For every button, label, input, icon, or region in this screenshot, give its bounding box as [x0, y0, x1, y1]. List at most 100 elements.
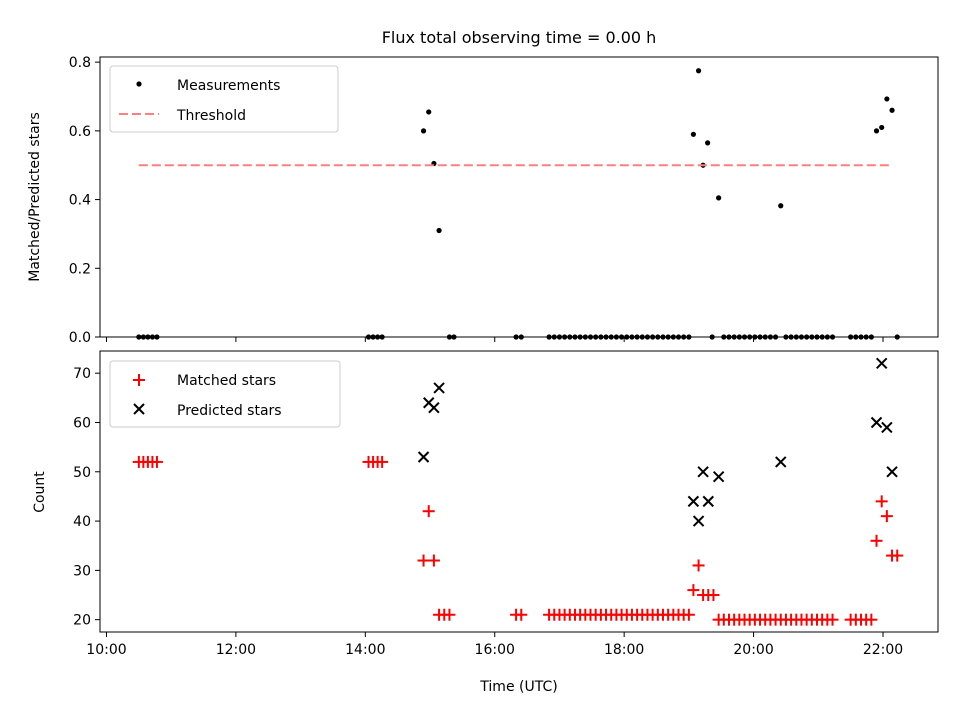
bottom-legend: Matched stars Predicted stars	[109, 360, 341, 428]
measurement-point	[709, 334, 715, 340]
matched-star-marker	[443, 608, 456, 621]
bottom-y-tick-label: 50	[73, 465, 91, 481]
measurement-point	[804, 334, 810, 340]
bottom-axes: 10:00 12:00 14:00 16:00 18:00 20:00 22:00 20 30 4…	[32, 350, 939, 695]
bottom-axis-ticks: 10:00 12:00 14:00 16:00 18:00 20:00 22:00 20 30 4…	[73, 366, 903, 658]
measurement-point	[778, 203, 784, 209]
legend-predicted-marker	[133, 403, 145, 415]
legend-measurements-marker	[136, 81, 142, 87]
measurement-point	[629, 334, 635, 340]
measurement-point	[705, 140, 711, 146]
measurement-point	[848, 334, 854, 340]
measurement-point	[562, 334, 568, 340]
measurement-point	[690, 131, 696, 137]
matched-star-marker	[150, 455, 163, 468]
measurement-point	[824, 334, 830, 340]
legend-measurements-label: Measurements	[177, 78, 280, 94]
top-plot-area	[136, 68, 900, 340]
bottom-legend-box	[109, 360, 341, 428]
measurement-point	[426, 109, 432, 115]
measurement-point	[889, 107, 895, 113]
measurement-point	[650, 334, 656, 340]
measurement-point	[613, 334, 619, 340]
measurement-point	[670, 334, 676, 340]
measurement-point	[731, 334, 737, 340]
top-y-tick-label: 0.8	[69, 55, 91, 71]
measurement-point	[551, 334, 557, 340]
measurement-point	[660, 334, 666, 340]
measurement-point	[788, 334, 794, 340]
matched-star-marker	[880, 510, 893, 523]
top-y-tick-label: 0.4	[69, 193, 91, 209]
legend-predicted-label: Predicted stars	[177, 403, 282, 419]
measurement-point	[675, 334, 682, 340]
measurement-point	[420, 128, 427, 134]
predicted-star-marker	[881, 421, 893, 434]
measurement-point	[853, 334, 859, 340]
matched-star-marker	[891, 549, 904, 562]
matched-star-marker	[865, 613, 878, 626]
measurement-point	[634, 334, 640, 340]
measurement-point	[695, 68, 702, 74]
measurement-point	[577, 334, 583, 340]
x-tick-label: 14:00	[345, 642, 385, 658]
measurement-point	[375, 334, 381, 340]
measurement-point	[767, 334, 774, 340]
measurement-point	[644, 334, 651, 340]
top-legend-box	[109, 65, 339, 133]
measurement-point	[556, 334, 563, 340]
measurement-point	[140, 334, 146, 340]
measurement-point	[762, 334, 768, 340]
predicted-star-marker	[687, 495, 700, 508]
measurement-point	[858, 334, 864, 340]
top-y-tick-label: 0.6	[69, 124, 91, 140]
measurement-point	[593, 334, 599, 340]
predicted-star-marker	[775, 456, 787, 468]
matched-star-marker	[417, 554, 430, 567]
predicted-star-marker	[692, 515, 705, 527]
measurement-point	[686, 334, 692, 340]
measurement-point	[451, 334, 457, 340]
measurement-point	[783, 334, 789, 340]
matched-star-marker	[875, 495, 888, 508]
measurement-point	[868, 334, 874, 340]
measurement-point	[814, 334, 820, 340]
x-tick-label: 22:00	[863, 642, 903, 658]
predicted-star-marker	[428, 401, 440, 414]
measurement-point	[608, 334, 614, 340]
predicted-star-marker	[886, 466, 898, 478]
bottom-axes-frame	[99, 350, 939, 633]
x-tick-label: 20:00	[733, 642, 773, 658]
top-y-tick-label: 0.0	[69, 330, 91, 346]
top-y-axis-label: Matched/Predicted stars	[27, 112, 43, 282]
measurement-point	[681, 334, 687, 340]
measurement-point	[587, 334, 594, 340]
matched-star-marker	[687, 584, 700, 597]
x-tick-label: 18:00	[604, 642, 644, 658]
measurement-point	[618, 334, 625, 340]
measurement-point	[149, 334, 156, 340]
predicted-star-marker	[870, 416, 883, 429]
x-tick-label: 10:00	[86, 642, 126, 658]
measurement-point	[154, 334, 160, 340]
matched-star-marker	[826, 613, 839, 626]
measurement-point	[747, 334, 753, 340]
matched-star-marker	[515, 608, 528, 621]
matched-star-marker	[422, 505, 435, 518]
predicted-star-marker	[875, 357, 888, 370]
x-tick-label: 12:00	[216, 642, 256, 658]
bottom-y-axis-label: Count	[32, 471, 48, 513]
measurement-point	[798, 334, 805, 340]
legend-matched-marker	[133, 374, 145, 386]
legend-threshold-label: Threshold	[176, 108, 246, 124]
measurement-point	[726, 334, 732, 340]
matched-star-marker	[427, 554, 440, 567]
measurement-point	[546, 334, 552, 340]
measurement-point	[665, 334, 671, 340]
measurement-point	[567, 334, 573, 340]
predicted-star-marker	[712, 471, 725, 483]
measurement-point	[863, 334, 869, 340]
predicted-star-marker	[697, 466, 709, 478]
measurement-point	[884, 96, 890, 102]
